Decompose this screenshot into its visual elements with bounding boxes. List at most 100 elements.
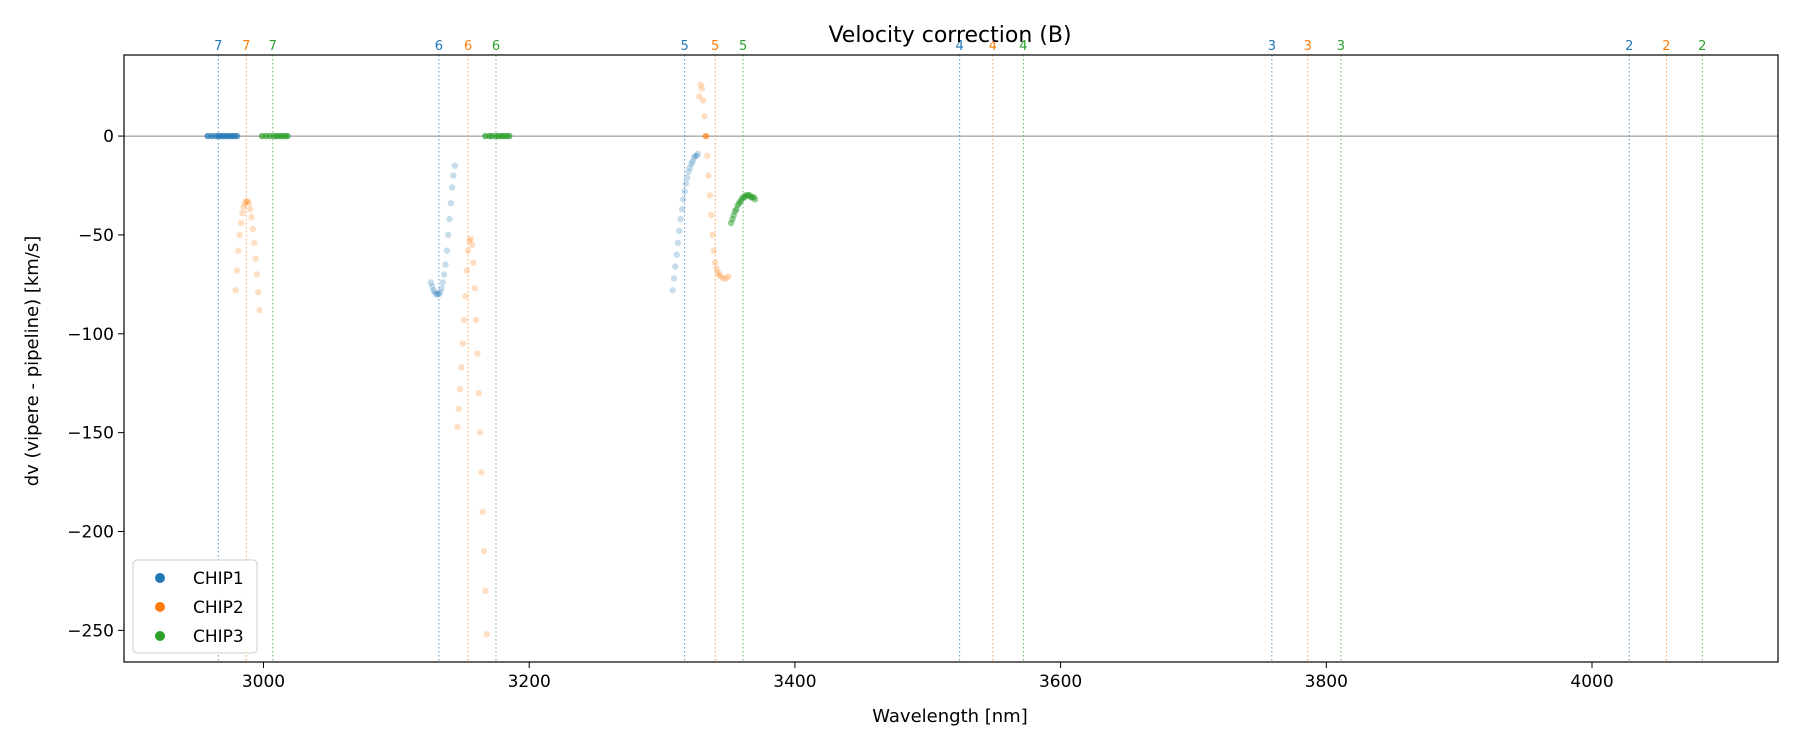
order-label: 4: [955, 39, 963, 54]
data-point: [245, 200, 253, 207]
data-point: [468, 241, 476, 249]
data-point: [451, 162, 458, 169]
data-point: [241, 200, 249, 207]
data-point: [722, 275, 730, 282]
order-label: 6: [435, 39, 443, 54]
data-point: [455, 405, 462, 413]
order-label: 7: [269, 39, 277, 54]
order-label: 5: [739, 39, 747, 54]
data-point: [693, 152, 700, 160]
order-markers: 7 7 7 6 6 6 5 5 5 4 4 4 3 3 3 2 2 2: [214, 39, 1706, 662]
order-label: 3: [1337, 39, 1345, 54]
data-point: [713, 265, 720, 272]
data-point: [235, 247, 242, 254]
order-label: 6: [492, 39, 500, 54]
legend-label: CHIP2: [193, 598, 244, 618]
order-label: 3: [1268, 39, 1276, 54]
data-point: [249, 225, 257, 233]
data-point: [698, 85, 706, 92]
data-point: [680, 196, 687, 203]
data-point: [678, 206, 686, 213]
data-point: [708, 211, 715, 219]
y-tick-label: −200: [67, 523, 114, 543]
order-label: 2: [1662, 39, 1670, 54]
data-point: [694, 150, 702, 158]
data-point: [506, 132, 513, 140]
data-point: [232, 287, 239, 294]
data-point: [248, 213, 255, 221]
data-point: [685, 168, 692, 175]
data-point: [688, 160, 695, 167]
data-point: [253, 271, 261, 278]
order-label: 4: [1019, 39, 1027, 54]
data-point: [254, 289, 262, 296]
data-point: [470, 259, 477, 266]
data-point: [446, 215, 453, 223]
legend-box: [132, 559, 258, 654]
data-point: [709, 231, 716, 239]
data-point: [725, 273, 732, 280]
data-point: [442, 261, 449, 268]
data-point: [672, 263, 679, 270]
data-point: [474, 350, 481, 357]
data-point: [462, 293, 469, 300]
legend-marker: [155, 573, 165, 583]
data-point: [431, 289, 439, 296]
data-point: [429, 283, 436, 290]
data-points: [204, 81, 759, 638]
data-point: [681, 188, 688, 195]
data-point: [237, 219, 245, 227]
data-point: [459, 340, 466, 347]
data-point: [476, 429, 484, 436]
data-point: [456, 385, 464, 393]
order-label: 7: [242, 39, 250, 54]
x-tick-label: 3000: [242, 672, 285, 692]
data-point: [719, 275, 727, 282]
order-label: 2: [1625, 39, 1633, 54]
data-point: [438, 285, 445, 292]
data-point: [690, 154, 698, 162]
data-point: [427, 279, 435, 286]
legend-marker: [155, 631, 165, 641]
data-point: [472, 316, 480, 324]
data-point: [673, 251, 680, 258]
y-tick-label: −100: [67, 325, 114, 345]
data-point: [233, 267, 241, 274]
data-point: [247, 206, 254, 213]
data-point: [454, 423, 461, 430]
data-point: [670, 275, 678, 282]
y-tick-label: 0: [103, 127, 114, 147]
x-axis-label: Wavelength [nm]: [872, 706, 1028, 727]
data-point: [430, 287, 437, 294]
data-point: [702, 132, 710, 140]
data-point: [710, 247, 718, 254]
data-point: [463, 267, 470, 274]
data-point: [448, 184, 456, 191]
x-tick-label: 4000: [1570, 672, 1613, 692]
data-point: [700, 97, 707, 104]
data-point: [256, 306, 263, 314]
data-point: [466, 237, 473, 245]
data-point: [478, 468, 485, 476]
data-point: [701, 113, 708, 120]
data-point: [435, 291, 443, 298]
axes-frame: [123, 54, 1779, 663]
y-tick-label: −50: [78, 226, 114, 246]
data-point: [460, 316, 468, 324]
data-point: [436, 289, 444, 296]
x-tick-label: 3400: [773, 672, 816, 692]
data-point: [706, 192, 714, 199]
data-point: [676, 227, 683, 235]
data-point: [697, 81, 704, 88]
data-point: [696, 93, 703, 100]
data-point: [464, 247, 472, 254]
data-point: [717, 273, 724, 280]
data-point: [751, 196, 759, 203]
y-tick-label: −250: [67, 621, 114, 641]
data-point: [440, 271, 448, 278]
chart-title: Velocity correction (B): [828, 23, 1071, 48]
data-point: [684, 174, 691, 181]
order-label: 2: [1698, 39, 1706, 54]
order-label: 5: [711, 39, 719, 54]
